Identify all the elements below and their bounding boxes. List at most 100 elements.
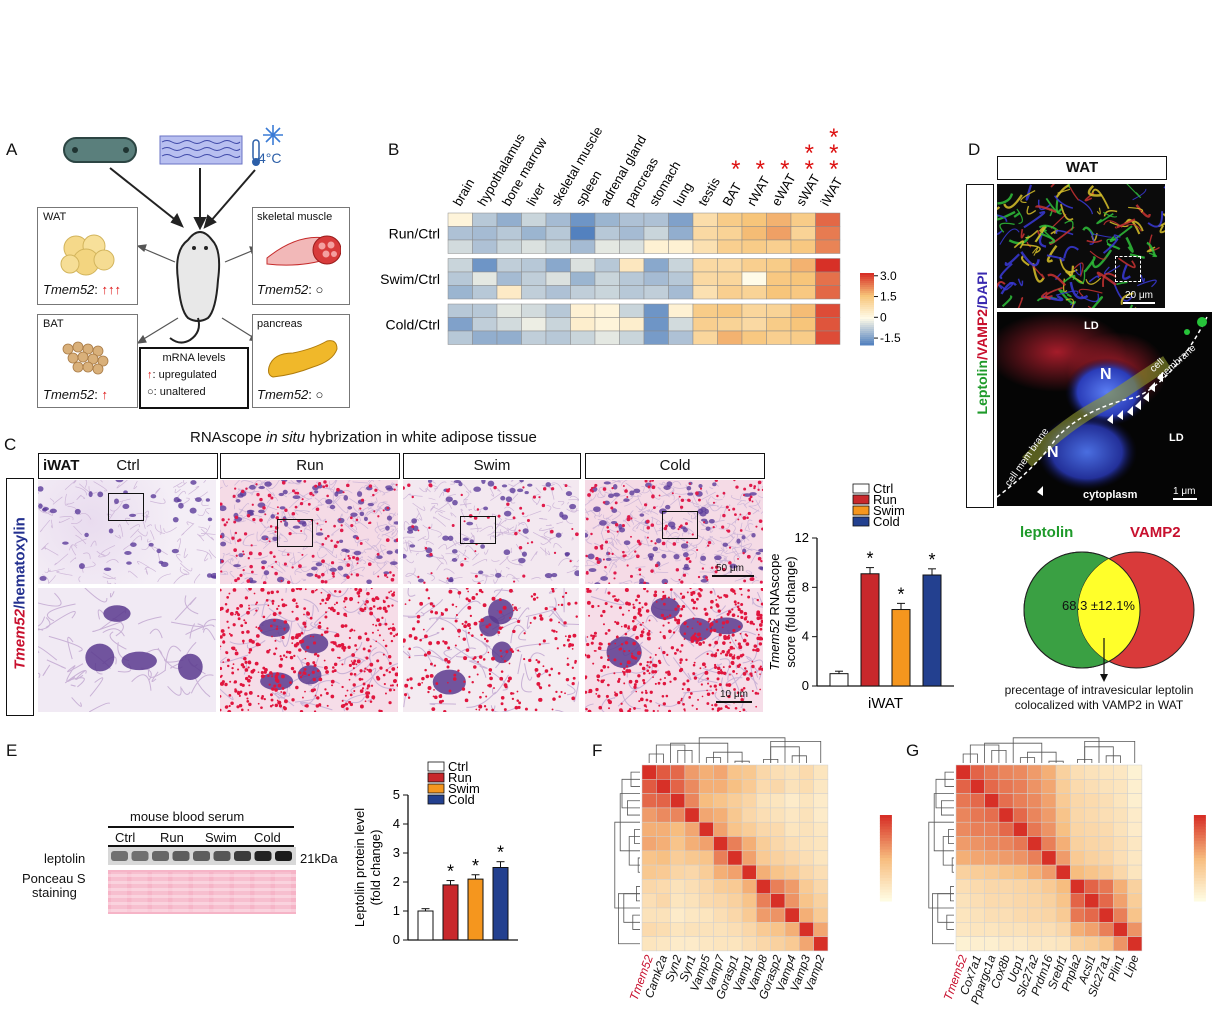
heatmap-cell [692,212,718,227]
tissue-fiber [220,537,232,545]
rna-dot [238,694,241,697]
rna-dot [646,669,650,673]
scale-segment [1193,860,1206,865]
tissue-fiber [551,482,563,491]
tissue-fiber [443,568,455,574]
tissue-fiber [259,536,271,543]
fluor-membrane [997,206,1001,211]
rna-dot [246,513,251,518]
tissue-fiber [724,568,733,576]
e-lane-line [108,845,294,847]
rna-dot [755,647,760,652]
scale-segment [1193,815,1206,819]
rna-dot [707,620,710,623]
corr-cell [784,793,800,809]
rna-dot [635,690,638,693]
tissue-fiber [234,504,236,510]
tissue-fiber [540,536,552,544]
rna-dot [696,597,699,601]
fluor-membrane [1128,206,1144,213]
nucleus-dot [263,570,270,576]
tissue-fiber [355,520,369,529]
rna-dot [224,602,228,606]
corr-cell [727,836,743,852]
rna-dot [679,592,683,595]
tissue-fiber [403,540,408,552]
rna-dot [619,690,623,695]
scale-segment [1193,886,1206,891]
rna-dot [227,664,230,668]
rna-dot [360,498,365,502]
rna-dot [348,663,352,667]
rna-dot [637,609,642,613]
corr-cell [670,764,686,780]
tissue-fiber [403,555,414,564]
rna-dot [365,599,369,604]
tissue-fiber [609,493,622,505]
rna-dot [713,665,718,669]
tissue-fiber [466,691,497,708]
tissue-fiber [324,565,329,574]
rna-dot [617,598,620,601]
corr-cell [955,893,971,909]
rna-dot [396,666,398,669]
rna-dot [665,694,669,698]
rna-dot [228,694,232,697]
tissue-fiber [289,498,300,509]
rna-dot [633,685,637,689]
scale-segment [1193,892,1206,896]
rna-dot [448,689,452,693]
rna-dot [693,676,698,680]
corr-cell [1098,821,1114,837]
tissue-fiber [425,612,445,633]
heatmap-cell [790,330,816,345]
rna-dot [715,688,718,691]
heatmap-cell [692,258,718,273]
rna-dot [742,672,747,676]
rna-dot [434,611,438,615]
tissue-fiber [298,561,311,572]
rna-dot [683,638,686,640]
rna-dot [530,541,534,544]
bar-ctrl [417,910,434,941]
rna-dot [368,521,372,524]
heatmap-cell [472,258,498,273]
rna-dot [715,599,718,601]
y-tick-label: 5 [393,787,400,802]
heatmap-cell [594,258,620,273]
rna-dot [267,674,270,678]
rna-dot [648,619,651,622]
tissue-fiber [431,528,442,538]
rna-dot [246,697,249,700]
rna-dot [366,591,370,596]
heatmap-cell [570,285,596,300]
tissue-fiber [262,501,278,511]
corr-cell [1070,821,1085,837]
rna-dot [301,553,304,556]
rna-dot [503,659,507,663]
rna-dot [650,539,653,543]
pan-sym: ○ [315,387,324,402]
heatmap-cell [545,271,571,286]
legend-swatch [852,516,870,527]
tissue-fiber [589,509,596,517]
rna-dot [588,691,591,694]
tissue-fiber [445,553,459,561]
tissue-fiber [100,480,103,483]
tissue-fiber [429,703,456,706]
heatmap-cell [496,303,522,318]
tissue-fiber [48,575,56,584]
heatmap-cell [447,258,473,273]
tissue-fiber [737,500,743,506]
nucleus-dot [505,496,513,503]
tissue-fiber [490,492,502,501]
rna-dot [591,637,595,640]
tissue-fiber [734,533,739,544]
rna-dot [356,591,361,595]
wat-label: WAT [43,211,67,223]
rna-dot [312,494,315,497]
scale-segment [1193,880,1206,885]
rna-dot [508,588,513,593]
nucleus-dot [173,496,180,503]
rna-dot [634,679,639,684]
